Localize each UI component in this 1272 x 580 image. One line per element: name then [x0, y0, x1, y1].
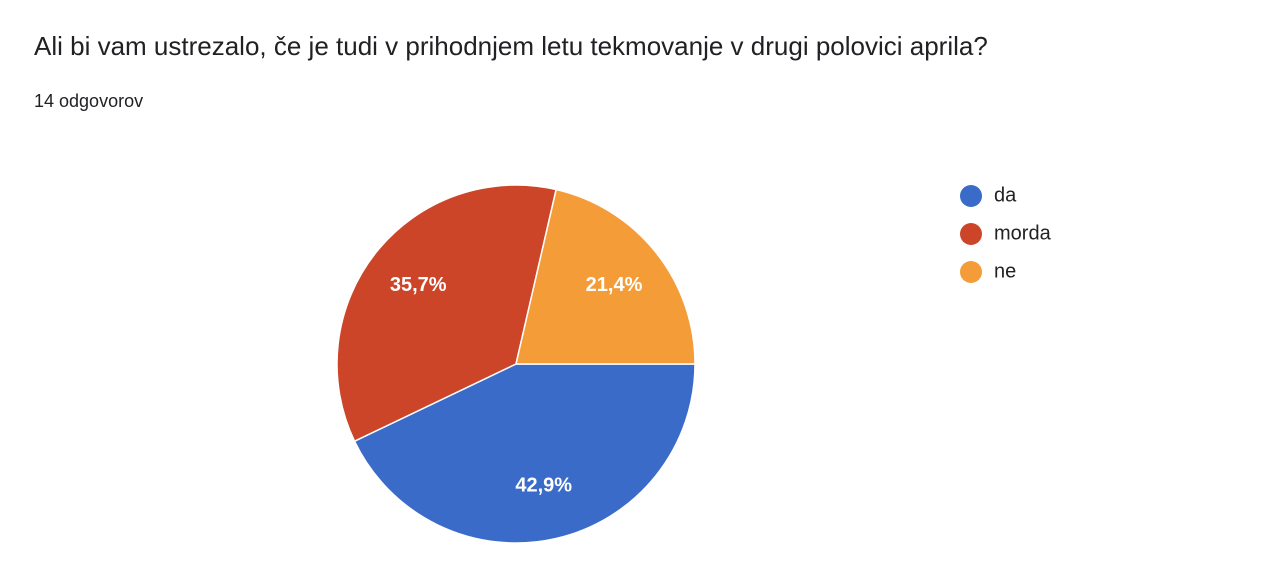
- legend-label: ne: [994, 260, 1016, 282]
- chart-title: Ali bi vam ustrezalo, če je tudi v priho…: [34, 31, 988, 61]
- legend-label: morda: [994, 222, 1052, 244]
- pie-slice: [515, 188, 696, 365]
- pie-slice: [336, 184, 558, 443]
- legend-marker: [960, 261, 982, 283]
- slice-label: 42,9%: [515, 474, 572, 496]
- chart-subtitle: 14 odgovorov: [34, 91, 143, 111]
- legend-marker: [960, 223, 982, 245]
- pie-slice: [353, 363, 696, 544]
- legend-marker: [960, 185, 982, 207]
- slice-label: 21,4%: [586, 274, 643, 296]
- legend-label: da: [994, 184, 1017, 206]
- slice-label: 35,7%: [390, 274, 447, 296]
